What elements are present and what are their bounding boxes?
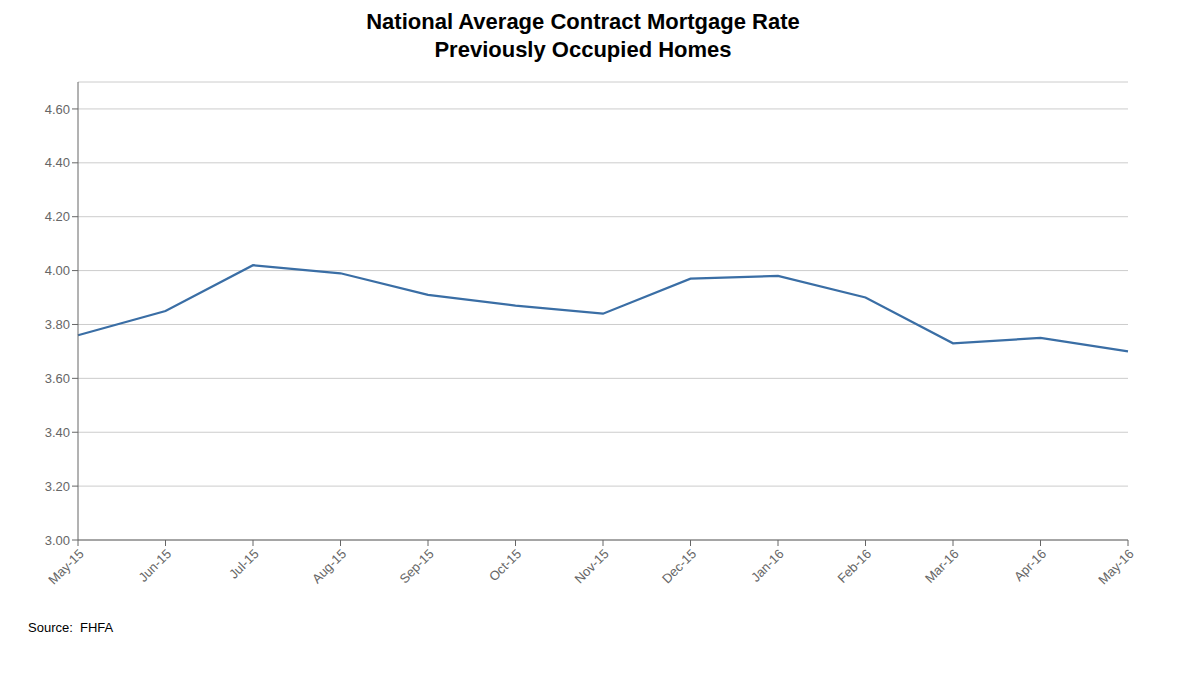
svg-text:Jun-15: Jun-15 <box>135 546 174 585</box>
svg-text:Mar-16: Mar-16 <box>922 546 962 586</box>
html-text:National Average Contract Mort: National Average Contract Mortgage Rate <box>366 9 800 34</box>
svg-text:Apr-16: Apr-16 <box>1011 546 1049 584</box>
svg-text:4.60: 4.60 <box>45 102 70 117</box>
svg-text:Aug-15: Aug-15 <box>309 546 349 586</box>
svg-text:4.00: 4.00 <box>45 263 70 278</box>
svg-text:Feb-16: Feb-16 <box>834 546 874 586</box>
svg-text:4.20: 4.20 <box>45 209 70 224</box>
svg-text:3.20: 3.20 <box>45 479 70 494</box>
svg-text:3.80: 3.80 <box>45 317 70 332</box>
html-text:Previously Occupied Homes: Previously Occupied Homes <box>434 37 732 62</box>
svg-text:May-16: May-16 <box>1095 546 1136 587</box>
svg-text:Nov-15: Nov-15 <box>571 546 611 586</box>
svg-text:May-15: May-15 <box>45 546 86 587</box>
svg-text:Jul-15: Jul-15 <box>226 546 262 582</box>
html-text:Source: FHFA: Source: FHFA <box>28 620 114 635</box>
svg-text:Jan-16: Jan-16 <box>748 546 787 585</box>
svg-text:4.40: 4.40 <box>45 155 70 170</box>
svg-text:Sep-15: Sep-15 <box>396 546 436 586</box>
svg-text:3.40: 3.40 <box>45 425 70 440</box>
svg-text:Dec-15: Dec-15 <box>659 546 699 586</box>
svg-text:3.00: 3.00 <box>45 533 70 548</box>
svg-text:Oct-15: Oct-15 <box>486 546 524 584</box>
svg-text:3.60: 3.60 <box>45 371 70 386</box>
